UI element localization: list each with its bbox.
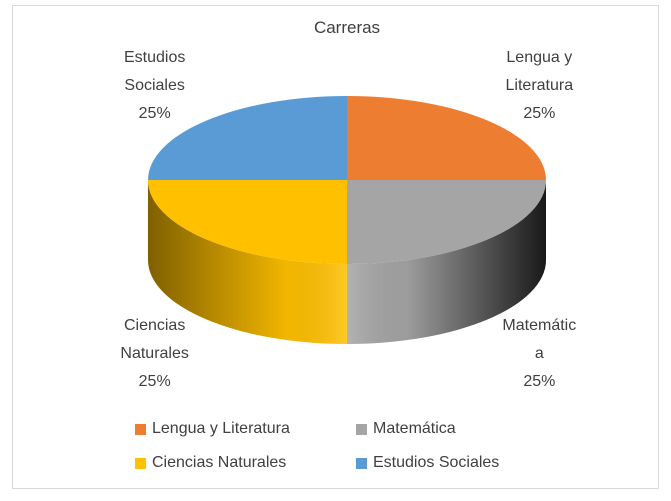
side-shade [347,180,546,344]
chart-frame [12,5,659,489]
data-label-value: 25% [523,373,556,391]
slice [347,180,546,264]
legend-label: Estudios Sociales [373,454,500,471]
data-label: Matemática 25% [499,312,579,396]
legend-swatch [135,423,146,435]
pie-shading [148,180,546,344]
legend-swatch [356,457,367,469]
data-label-value: 25% [523,104,556,122]
data-label: Ciencias Naturales 25% [115,312,195,396]
slice [148,180,347,264]
legend: Lengua y Literatura Matemática Ciencias Na… [135,417,556,475]
legend-label: Ciencias Naturales [152,454,287,471]
data-label-category: Ciencias Naturales [120,317,189,363]
data-label: Estudios Sociales 25% [115,44,195,128]
legend-item: Lengua y Literatura [135,417,356,441]
pie-tops [148,96,546,264]
legend-item: Ciencias Naturales [135,451,356,475]
slice [148,96,347,180]
legend-label: Lengua y Literatura [152,420,290,437]
legend-label: Matemática [373,420,456,437]
data-label-category: Lengua y Literatura [505,48,574,94]
side-shade [148,180,347,344]
data-label: Lengua y Literatura 25% [499,44,579,128]
data-label-category: Matemática [502,317,577,363]
data-label-category: Estudios Sociales [123,48,186,94]
legend-swatch [356,423,367,435]
slice [347,96,546,180]
legend-item: Matemática [356,417,556,441]
chart-title: Carreras [313,18,381,37]
legend-item: Estudios Sociales [356,451,556,475]
data-label-value: 25% [138,373,171,391]
data-label-value: 25% [138,104,171,122]
legend-swatch [135,457,146,469]
